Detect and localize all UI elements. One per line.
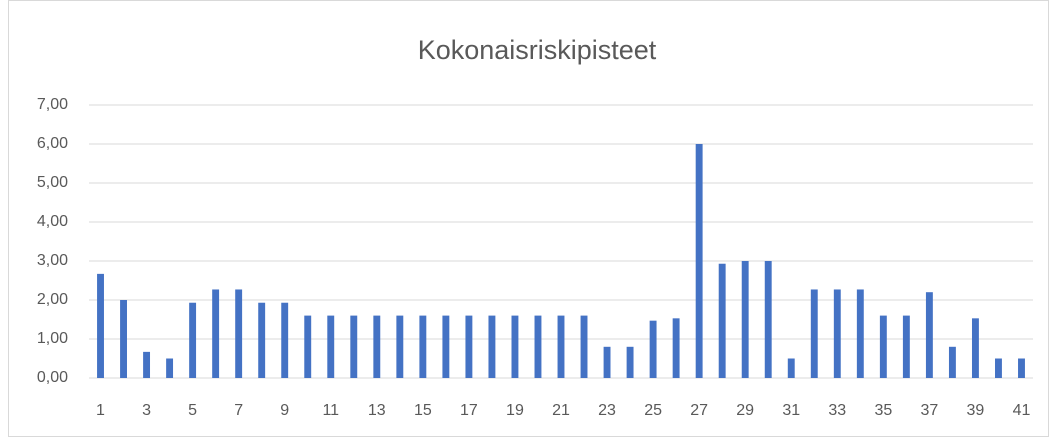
x-tick-label: 35 xyxy=(874,402,892,419)
y-tick-label: 7,00 xyxy=(37,96,68,113)
bar xyxy=(166,358,174,378)
x-tick-label: 23 xyxy=(598,402,616,419)
x-tick-label: 13 xyxy=(368,402,386,419)
bar xyxy=(373,315,381,378)
bar xyxy=(672,318,680,378)
x-tick-label: 39 xyxy=(967,402,985,419)
x-tick-label: 15 xyxy=(414,402,432,419)
x-tick-label: 37 xyxy=(920,402,938,419)
x-tick-label: 29 xyxy=(736,402,754,419)
bar xyxy=(557,315,565,378)
x-tick-label: 7 xyxy=(234,402,243,419)
bar xyxy=(902,315,910,378)
y-tick-label: 5,00 xyxy=(37,174,68,191)
x-tick-label: 3 xyxy=(142,402,151,419)
x-tick-label: 33 xyxy=(828,402,846,419)
bar xyxy=(327,315,335,378)
chart-title: Kokonaisriskipisteet xyxy=(418,35,657,65)
bar xyxy=(603,346,611,378)
bar xyxy=(511,315,519,378)
bar xyxy=(442,315,450,378)
bar xyxy=(948,346,956,378)
bar xyxy=(189,302,197,378)
x-tick-label: 17 xyxy=(460,402,478,419)
bar xyxy=(695,144,703,378)
bar xyxy=(833,289,841,378)
y-tick-label: 4,00 xyxy=(37,213,68,230)
bar xyxy=(396,315,404,378)
x-tick-label: 11 xyxy=(322,402,339,419)
bar xyxy=(649,320,657,378)
bar xyxy=(879,315,887,378)
bar xyxy=(120,300,127,378)
bar xyxy=(488,315,496,378)
bar xyxy=(281,302,289,378)
bar xyxy=(718,263,726,378)
y-tick-label: 2,00 xyxy=(37,291,68,308)
x-tick-label: 25 xyxy=(644,402,662,419)
x-tick-label: 27 xyxy=(690,402,708,419)
x-tick-label: 31 xyxy=(782,402,800,419)
bar xyxy=(465,315,473,378)
bar xyxy=(764,261,772,378)
y-tick-label: 3,00 xyxy=(37,252,68,269)
bar xyxy=(143,351,151,378)
bar xyxy=(580,315,588,378)
bar xyxy=(925,292,933,378)
bar xyxy=(626,346,634,378)
x-tick-label: 41 xyxy=(1013,402,1031,419)
bar xyxy=(212,289,220,378)
bar xyxy=(971,318,979,378)
bar xyxy=(856,289,864,378)
bar xyxy=(787,358,795,378)
y-tick-label: 0,00 xyxy=(37,369,68,386)
x-tick-label: 5 xyxy=(188,402,197,419)
bar xyxy=(419,315,427,378)
bar xyxy=(1018,358,1025,378)
bar xyxy=(741,261,749,378)
bar xyxy=(258,302,266,378)
y-tick-label: 6,00 xyxy=(37,135,68,152)
bar xyxy=(810,289,818,378)
bar xyxy=(235,289,243,378)
bar xyxy=(534,315,542,378)
bar xyxy=(995,358,1002,378)
x-tick-label: 1 xyxy=(96,402,105,419)
chart-frame xyxy=(8,0,1049,437)
bar xyxy=(304,315,312,378)
y-tick-label: 1,00 xyxy=(37,330,68,347)
x-tick-label: 9 xyxy=(280,402,289,419)
bar xyxy=(350,315,358,378)
bar xyxy=(97,273,104,378)
x-tick-label: 21 xyxy=(552,402,570,419)
x-tick-label: 19 xyxy=(506,402,524,419)
